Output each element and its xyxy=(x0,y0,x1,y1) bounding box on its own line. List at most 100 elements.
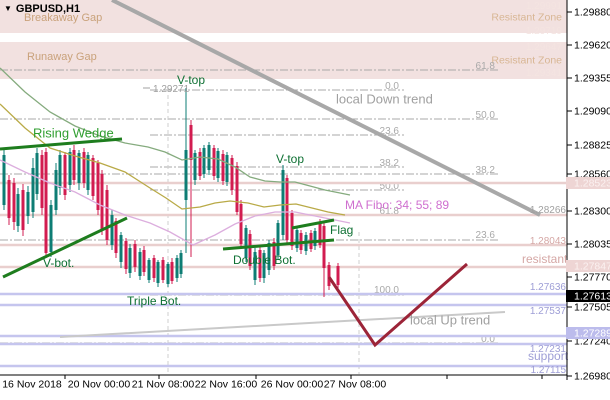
down-trendline xyxy=(111,0,541,217)
chart-text: 38.2 xyxy=(476,165,496,176)
bull-candle xyxy=(193,153,197,180)
bear-candle xyxy=(327,265,331,286)
chart-text: Runaway Gap xyxy=(27,51,97,63)
chart-text: support xyxy=(528,349,569,363)
bear-candle xyxy=(72,150,76,180)
chart-text: local Down trend xyxy=(336,92,433,107)
flag-lower xyxy=(222,238,335,251)
flag-upper xyxy=(291,218,335,230)
bull-candle xyxy=(31,168,35,212)
chart-text: 1.28266 xyxy=(530,205,567,216)
bull-candle xyxy=(179,253,183,274)
zone-band xyxy=(0,0,567,33)
bear-candle xyxy=(318,222,322,245)
bear-candle xyxy=(198,152,202,176)
chart-text: Triple Bot. xyxy=(127,294,181,308)
chart-text: 38.2 xyxy=(380,158,400,169)
pattern-lines xyxy=(0,0,541,348)
chart-text: 1.27231 xyxy=(530,344,567,355)
bear-candle xyxy=(142,250,146,272)
chart-text: 1.28523 xyxy=(574,178,610,190)
ma-line-ma-55 xyxy=(0,103,346,216)
chart-borders xyxy=(0,0,568,380)
bear-candle xyxy=(105,190,109,240)
bear-candle xyxy=(40,155,44,208)
bear-candle xyxy=(258,250,262,278)
time-axis[interactable]: 16 Nov 2018 20 Nov 00:00 21 Nov 08:00 22 No… xyxy=(2,375,543,391)
chart-text: 27 Nov 08:00 xyxy=(324,379,387,391)
chart-text: 50.0 xyxy=(380,181,400,192)
bull-candle xyxy=(68,152,72,185)
bull-candle xyxy=(156,262,160,283)
bull-candle xyxy=(35,153,39,194)
chart-text: resistant xyxy=(522,252,568,266)
chart-text: Resistant Zone xyxy=(491,12,562,24)
bull-candle xyxy=(202,148,206,174)
bull-candle xyxy=(253,252,257,280)
bear-candle xyxy=(152,258,156,278)
bull-candle xyxy=(110,215,114,245)
bear-candle xyxy=(96,163,100,210)
chart-text: Flag xyxy=(330,223,353,237)
bear-candle xyxy=(235,166,239,212)
chart-text: 1.27537 xyxy=(530,306,567,317)
bear-candle xyxy=(189,125,193,160)
bull-candle xyxy=(16,194,20,226)
chart-text: 16 Nov 2018 xyxy=(2,379,62,391)
symbol-title-label: GBPUSD,H1 xyxy=(15,3,81,15)
bear-candle xyxy=(114,221,118,253)
chart-text: 1.27636 xyxy=(530,282,567,293)
bull-candle xyxy=(216,151,220,178)
bull-candle xyxy=(313,231,317,246)
bull-candle xyxy=(58,155,62,188)
chart-text: 23.6 xyxy=(380,126,400,137)
chart-text: 1.28825 xyxy=(574,140,610,152)
bear-candle xyxy=(82,152,86,183)
chart-text: local Up trend xyxy=(410,313,490,328)
trend-lines xyxy=(59,311,506,338)
bear-candle xyxy=(248,234,252,266)
price-level-badge xyxy=(566,177,610,189)
chart-text: 1.27847 xyxy=(574,261,610,273)
ma-line-ma-89 xyxy=(0,159,351,246)
bear-candle xyxy=(44,152,48,253)
chart-text: Rising Wedge xyxy=(33,126,114,141)
bull-candle xyxy=(86,155,90,190)
chart-text: MA Fibo: 34; 55; 89 xyxy=(345,198,449,212)
chart-text: 1.29880 xyxy=(574,7,610,19)
chart-text: 1.27115 xyxy=(531,365,567,376)
chart-text: 1.28300 xyxy=(574,206,610,218)
zone-band xyxy=(0,42,567,79)
bull-candle xyxy=(77,153,81,183)
bull-candle xyxy=(267,243,271,270)
chart-text: 20 Nov 00:00 xyxy=(68,379,131,391)
bull-candle xyxy=(244,228,248,258)
bear-candle xyxy=(7,180,11,218)
chart-text: 1.27770 xyxy=(574,272,610,284)
bear-candle xyxy=(161,260,165,280)
chart-text: 23.6 xyxy=(476,230,496,241)
price-axis[interactable]: 1.29880 1.29620 1.29355 1.29090 1.28825 1.285… xyxy=(566,7,610,383)
bull-candle xyxy=(147,260,151,280)
symbol-title: ▼ GBPUSD,H1 xyxy=(4,3,80,15)
chart-text: 1.28043 xyxy=(530,236,567,247)
bear-candle xyxy=(322,226,326,268)
price-level-badge xyxy=(566,260,610,272)
chart-text: 1.26980 xyxy=(574,371,610,383)
bear-candle xyxy=(170,262,174,281)
chart-text: Resistant Zone xyxy=(491,55,562,67)
chart-line xyxy=(59,311,506,338)
chart-text: V-top xyxy=(177,73,205,87)
bear-candle xyxy=(124,241,128,269)
chart-text: 0.0 xyxy=(385,81,399,92)
chart-text: 21 Nov 08:00 xyxy=(132,379,195,391)
chart-text: 1.29355 xyxy=(574,73,610,85)
bull-candle xyxy=(49,205,53,252)
bear-candle xyxy=(63,155,67,195)
moving-averages xyxy=(0,67,351,246)
chart-text: 22 Nov 16:00 xyxy=(195,379,258,391)
chart-text: 0.0 xyxy=(481,334,495,345)
bear-candle xyxy=(221,154,225,181)
